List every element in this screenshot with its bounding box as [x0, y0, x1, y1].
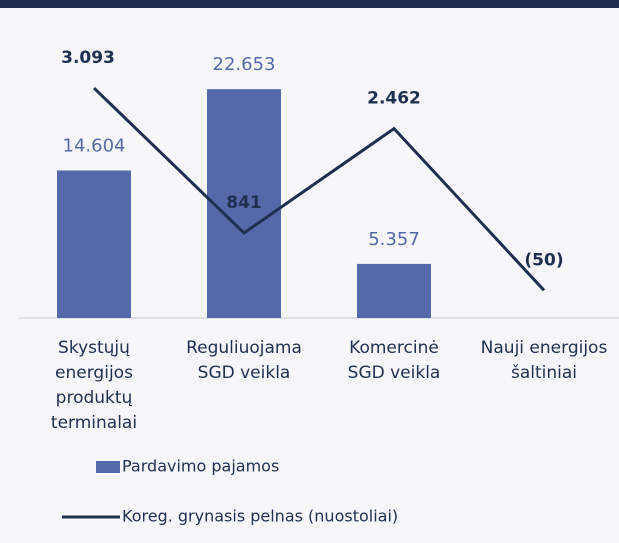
x-tick-label: Reguliuojama SGD veikla — [186, 338, 302, 383]
line — [92, 86, 546, 292]
bar — [207, 89, 281, 318]
legend-label: Koreg. grynasis pelnas (nuostoliai) — [122, 507, 398, 526]
legend-label: Pardavimo pajamos — [122, 457, 279, 476]
bar-value-label: 22.653 — [213, 54, 276, 75]
bar — [57, 170, 131, 318]
header-strip — [0, 0, 619, 8]
bar-value-label: 14.604 — [63, 135, 126, 156]
line-value-label: 3.093 — [61, 48, 115, 68]
line-value-label: 841 — [226, 193, 262, 213]
bar — [357, 263, 431, 318]
x-tick-label: Skystųjų energijos produktų terminalai — [50, 338, 138, 433]
bar-value-label: 5.357 — [368, 229, 420, 250]
legend-swatch — [96, 461, 120, 473]
x-tick-label: Nauji energijos šaltiniai — [480, 338, 608, 383]
x-tick-label: Komercinė SGD veikla — [347, 338, 441, 383]
line-value-label: 2.462 — [367, 89, 421, 109]
line-value-label: (50) — [524, 250, 563, 270]
